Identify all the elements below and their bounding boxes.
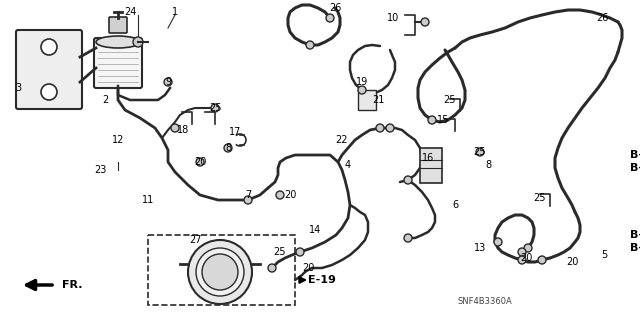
Text: B-33-10: B-33-10 — [630, 230, 640, 240]
Circle shape — [268, 264, 276, 272]
Circle shape — [358, 86, 366, 94]
Text: 19: 19 — [356, 77, 368, 87]
Text: 22: 22 — [336, 135, 348, 145]
Circle shape — [171, 124, 179, 132]
Text: 20: 20 — [284, 190, 296, 200]
Text: 14: 14 — [309, 225, 321, 235]
Text: 5: 5 — [601, 250, 607, 260]
Bar — [358, 90, 376, 110]
FancyBboxPatch shape — [94, 38, 142, 88]
Circle shape — [494, 238, 502, 246]
FancyBboxPatch shape — [109, 17, 127, 33]
Circle shape — [476, 148, 484, 156]
Text: 25: 25 — [444, 95, 456, 105]
Circle shape — [524, 244, 532, 252]
Text: 4: 4 — [345, 160, 351, 170]
Circle shape — [196, 158, 204, 166]
Text: B-33-10: B-33-10 — [630, 150, 640, 160]
Circle shape — [428, 116, 436, 124]
Text: B-33-20: B-33-20 — [630, 163, 640, 173]
Circle shape — [538, 256, 546, 264]
Text: 12: 12 — [112, 135, 124, 145]
Text: 20: 20 — [520, 253, 532, 263]
Circle shape — [296, 248, 304, 256]
Text: 20: 20 — [302, 263, 314, 273]
Text: 10: 10 — [387, 13, 399, 23]
Text: 1: 1 — [172, 7, 178, 17]
Circle shape — [202, 254, 238, 290]
Text: 16: 16 — [422, 153, 434, 163]
Circle shape — [196, 248, 244, 296]
Text: 6: 6 — [452, 200, 458, 210]
Circle shape — [211, 104, 219, 112]
Text: SNF4B3360A: SNF4B3360A — [458, 298, 513, 307]
Text: 3: 3 — [15, 83, 21, 93]
Circle shape — [276, 191, 284, 199]
Text: 8: 8 — [225, 143, 231, 153]
Text: 20: 20 — [194, 157, 206, 167]
FancyBboxPatch shape — [16, 30, 82, 109]
Text: 25: 25 — [534, 193, 547, 203]
Text: 25: 25 — [474, 147, 486, 157]
Circle shape — [326, 14, 334, 22]
Circle shape — [244, 196, 252, 204]
Text: 25: 25 — [274, 247, 286, 257]
Text: 17: 17 — [229, 127, 241, 137]
Circle shape — [133, 37, 143, 47]
Circle shape — [404, 234, 412, 242]
Circle shape — [518, 256, 526, 264]
Text: 23: 23 — [94, 165, 106, 175]
Bar — [420, 148, 442, 183]
Text: 24: 24 — [124, 7, 136, 17]
Circle shape — [518, 248, 526, 256]
Circle shape — [188, 240, 252, 304]
Text: 9: 9 — [165, 77, 171, 87]
Text: 25: 25 — [209, 103, 221, 113]
Bar — [148, 235, 295, 305]
Text: 20: 20 — [566, 257, 578, 267]
Circle shape — [224, 144, 232, 152]
Circle shape — [306, 41, 314, 49]
Circle shape — [41, 84, 57, 100]
Circle shape — [376, 124, 384, 132]
Text: 2: 2 — [102, 95, 108, 105]
Text: 26: 26 — [329, 3, 341, 13]
Text: FR.: FR. — [62, 280, 83, 290]
Circle shape — [404, 176, 412, 184]
Text: 7: 7 — [245, 190, 251, 200]
Circle shape — [164, 78, 172, 86]
Text: 15: 15 — [437, 115, 449, 125]
Circle shape — [386, 124, 394, 132]
Circle shape — [41, 39, 57, 55]
Text: 8: 8 — [485, 160, 491, 170]
Text: E-19: E-19 — [308, 275, 336, 285]
Text: 18: 18 — [177, 125, 189, 135]
Text: 21: 21 — [372, 95, 384, 105]
Text: 13: 13 — [474, 243, 486, 253]
Text: 27: 27 — [189, 235, 201, 245]
Text: B-33-20: B-33-20 — [630, 243, 640, 253]
Text: 26: 26 — [596, 13, 608, 23]
Ellipse shape — [96, 36, 140, 48]
Circle shape — [421, 18, 429, 26]
Text: 11: 11 — [142, 195, 154, 205]
